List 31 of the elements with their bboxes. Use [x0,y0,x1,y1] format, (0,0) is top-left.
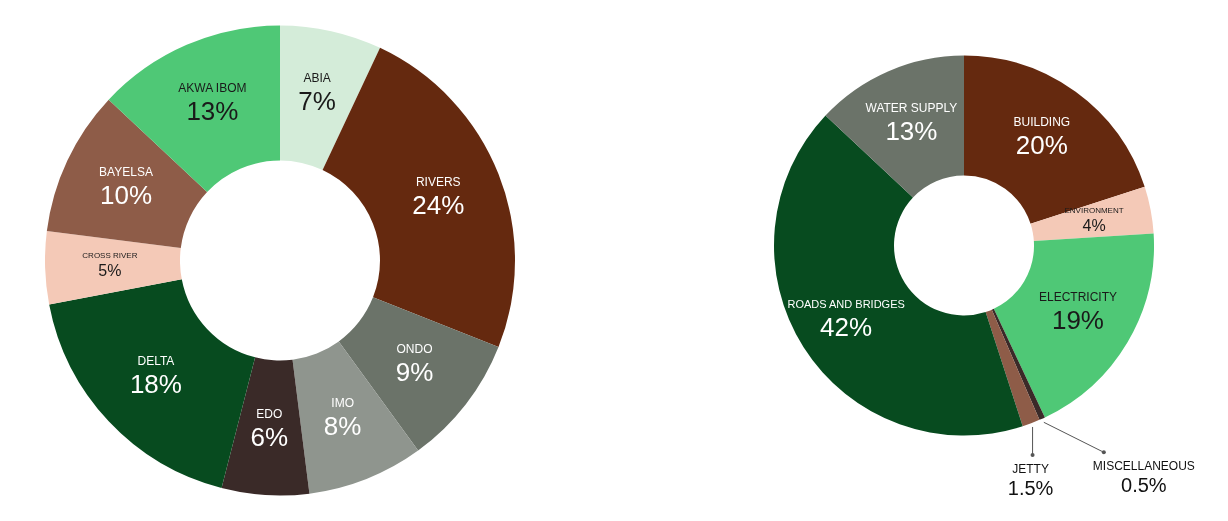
slice-label: RIVERS [415,174,461,189]
slice-label: DELTA [137,354,175,369]
data-label: 8% [323,410,362,441]
slice-label: ABIA [303,71,331,86]
data-label: 19% [1051,304,1104,335]
data-label: 42% [820,312,873,343]
data-label: 20% [1015,130,1068,161]
data-label: 24% [412,189,465,220]
slice-label: WATER SUPPLY [865,100,958,115]
slice-label: IMO [331,395,354,410]
data-label: 10% [99,180,153,211]
data-label: 9% [395,356,434,387]
slice-label: BAYELSA [99,165,153,180]
data-label: 1.5% [1007,476,1054,499]
slice-label: ONDO [396,341,433,356]
slice-label: ELECTRICITY [1038,289,1117,304]
data-label: 4% [1082,216,1106,234]
slice-label: BUILDING [1013,115,1071,130]
slice-label: JETTY [1012,461,1049,476]
slice-label: MISCELLANEOUS [1092,459,1195,474]
data-label: 5% [98,261,122,279]
slice-label: AKWA IBOM [178,81,247,96]
data-label: 13% [885,115,938,146]
data-label: 7% [298,86,336,117]
data-label: 18% [129,369,182,400]
slice-label: ROADS AND BRIDGES [787,298,905,311]
slice-label: CROSS RIVER [82,250,138,260]
data-label: 6% [250,422,289,453]
data-label: 0.5% [1121,474,1167,497]
slice-label: EDO [256,407,283,422]
data-label: 13% [186,96,239,127]
